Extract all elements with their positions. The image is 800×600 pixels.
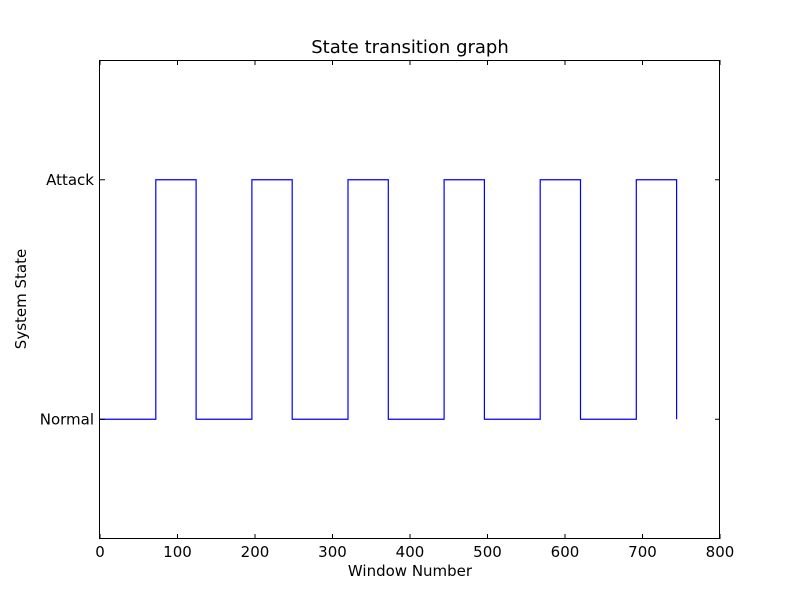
plot-frame — [99, 60, 720, 539]
x-tick-label: 400 — [396, 543, 425, 561]
y-tick-label-normal: Normal — [40, 410, 94, 428]
x-tick-label: 0 — [95, 543, 105, 561]
x-tick-label: 700 — [628, 543, 657, 561]
x-tick-label: 500 — [473, 543, 502, 561]
x-tick-label: 100 — [163, 543, 192, 561]
x-tick-label: 600 — [551, 543, 580, 561]
x-axis: 0 100 200 300 400 500 600 700 800 — [95, 60, 734, 561]
x-axis-label: Window Number — [348, 562, 473, 580]
series-line-0 — [100, 179, 678, 420]
x-tick-label: 800 — [706, 543, 735, 561]
x-tick-label: 200 — [241, 543, 270, 561]
y-axis-label: System State — [12, 249, 30, 349]
chart-title: State transition graph — [311, 37, 509, 58]
x-tick-label: 300 — [318, 543, 347, 561]
y-axis: Attack Normal — [40, 171, 720, 428]
plot-area — [100, 179, 678, 420]
y-tick-label-attack: Attack — [46, 171, 94, 189]
